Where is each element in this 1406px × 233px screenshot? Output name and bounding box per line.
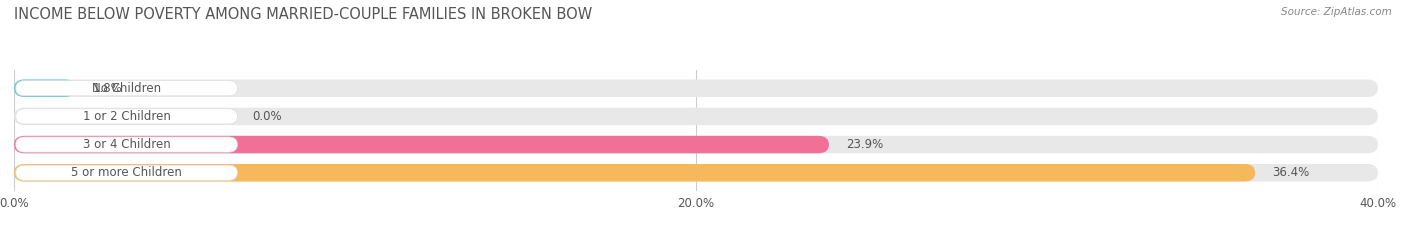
FancyBboxPatch shape <box>15 165 238 180</box>
FancyBboxPatch shape <box>14 79 76 97</box>
FancyBboxPatch shape <box>15 81 238 96</box>
FancyBboxPatch shape <box>14 136 830 153</box>
Text: 0.0%: 0.0% <box>253 110 283 123</box>
FancyBboxPatch shape <box>14 164 1378 182</box>
Text: 36.4%: 36.4% <box>1272 166 1309 179</box>
Text: 5 or more Children: 5 or more Children <box>72 166 181 179</box>
FancyBboxPatch shape <box>14 164 1256 182</box>
Text: Source: ZipAtlas.com: Source: ZipAtlas.com <box>1281 7 1392 17</box>
Text: 3 or 4 Children: 3 or 4 Children <box>83 138 170 151</box>
Text: No Children: No Children <box>91 82 162 95</box>
FancyBboxPatch shape <box>14 108 1378 125</box>
FancyBboxPatch shape <box>14 79 1378 97</box>
Text: 23.9%: 23.9% <box>846 138 883 151</box>
FancyBboxPatch shape <box>15 109 238 124</box>
Text: 1.8%: 1.8% <box>93 82 122 95</box>
FancyBboxPatch shape <box>15 137 238 152</box>
Text: INCOME BELOW POVERTY AMONG MARRIED-COUPLE FAMILIES IN BROKEN BOW: INCOME BELOW POVERTY AMONG MARRIED-COUPL… <box>14 7 592 22</box>
FancyBboxPatch shape <box>14 136 1378 153</box>
Text: 1 or 2 Children: 1 or 2 Children <box>83 110 170 123</box>
